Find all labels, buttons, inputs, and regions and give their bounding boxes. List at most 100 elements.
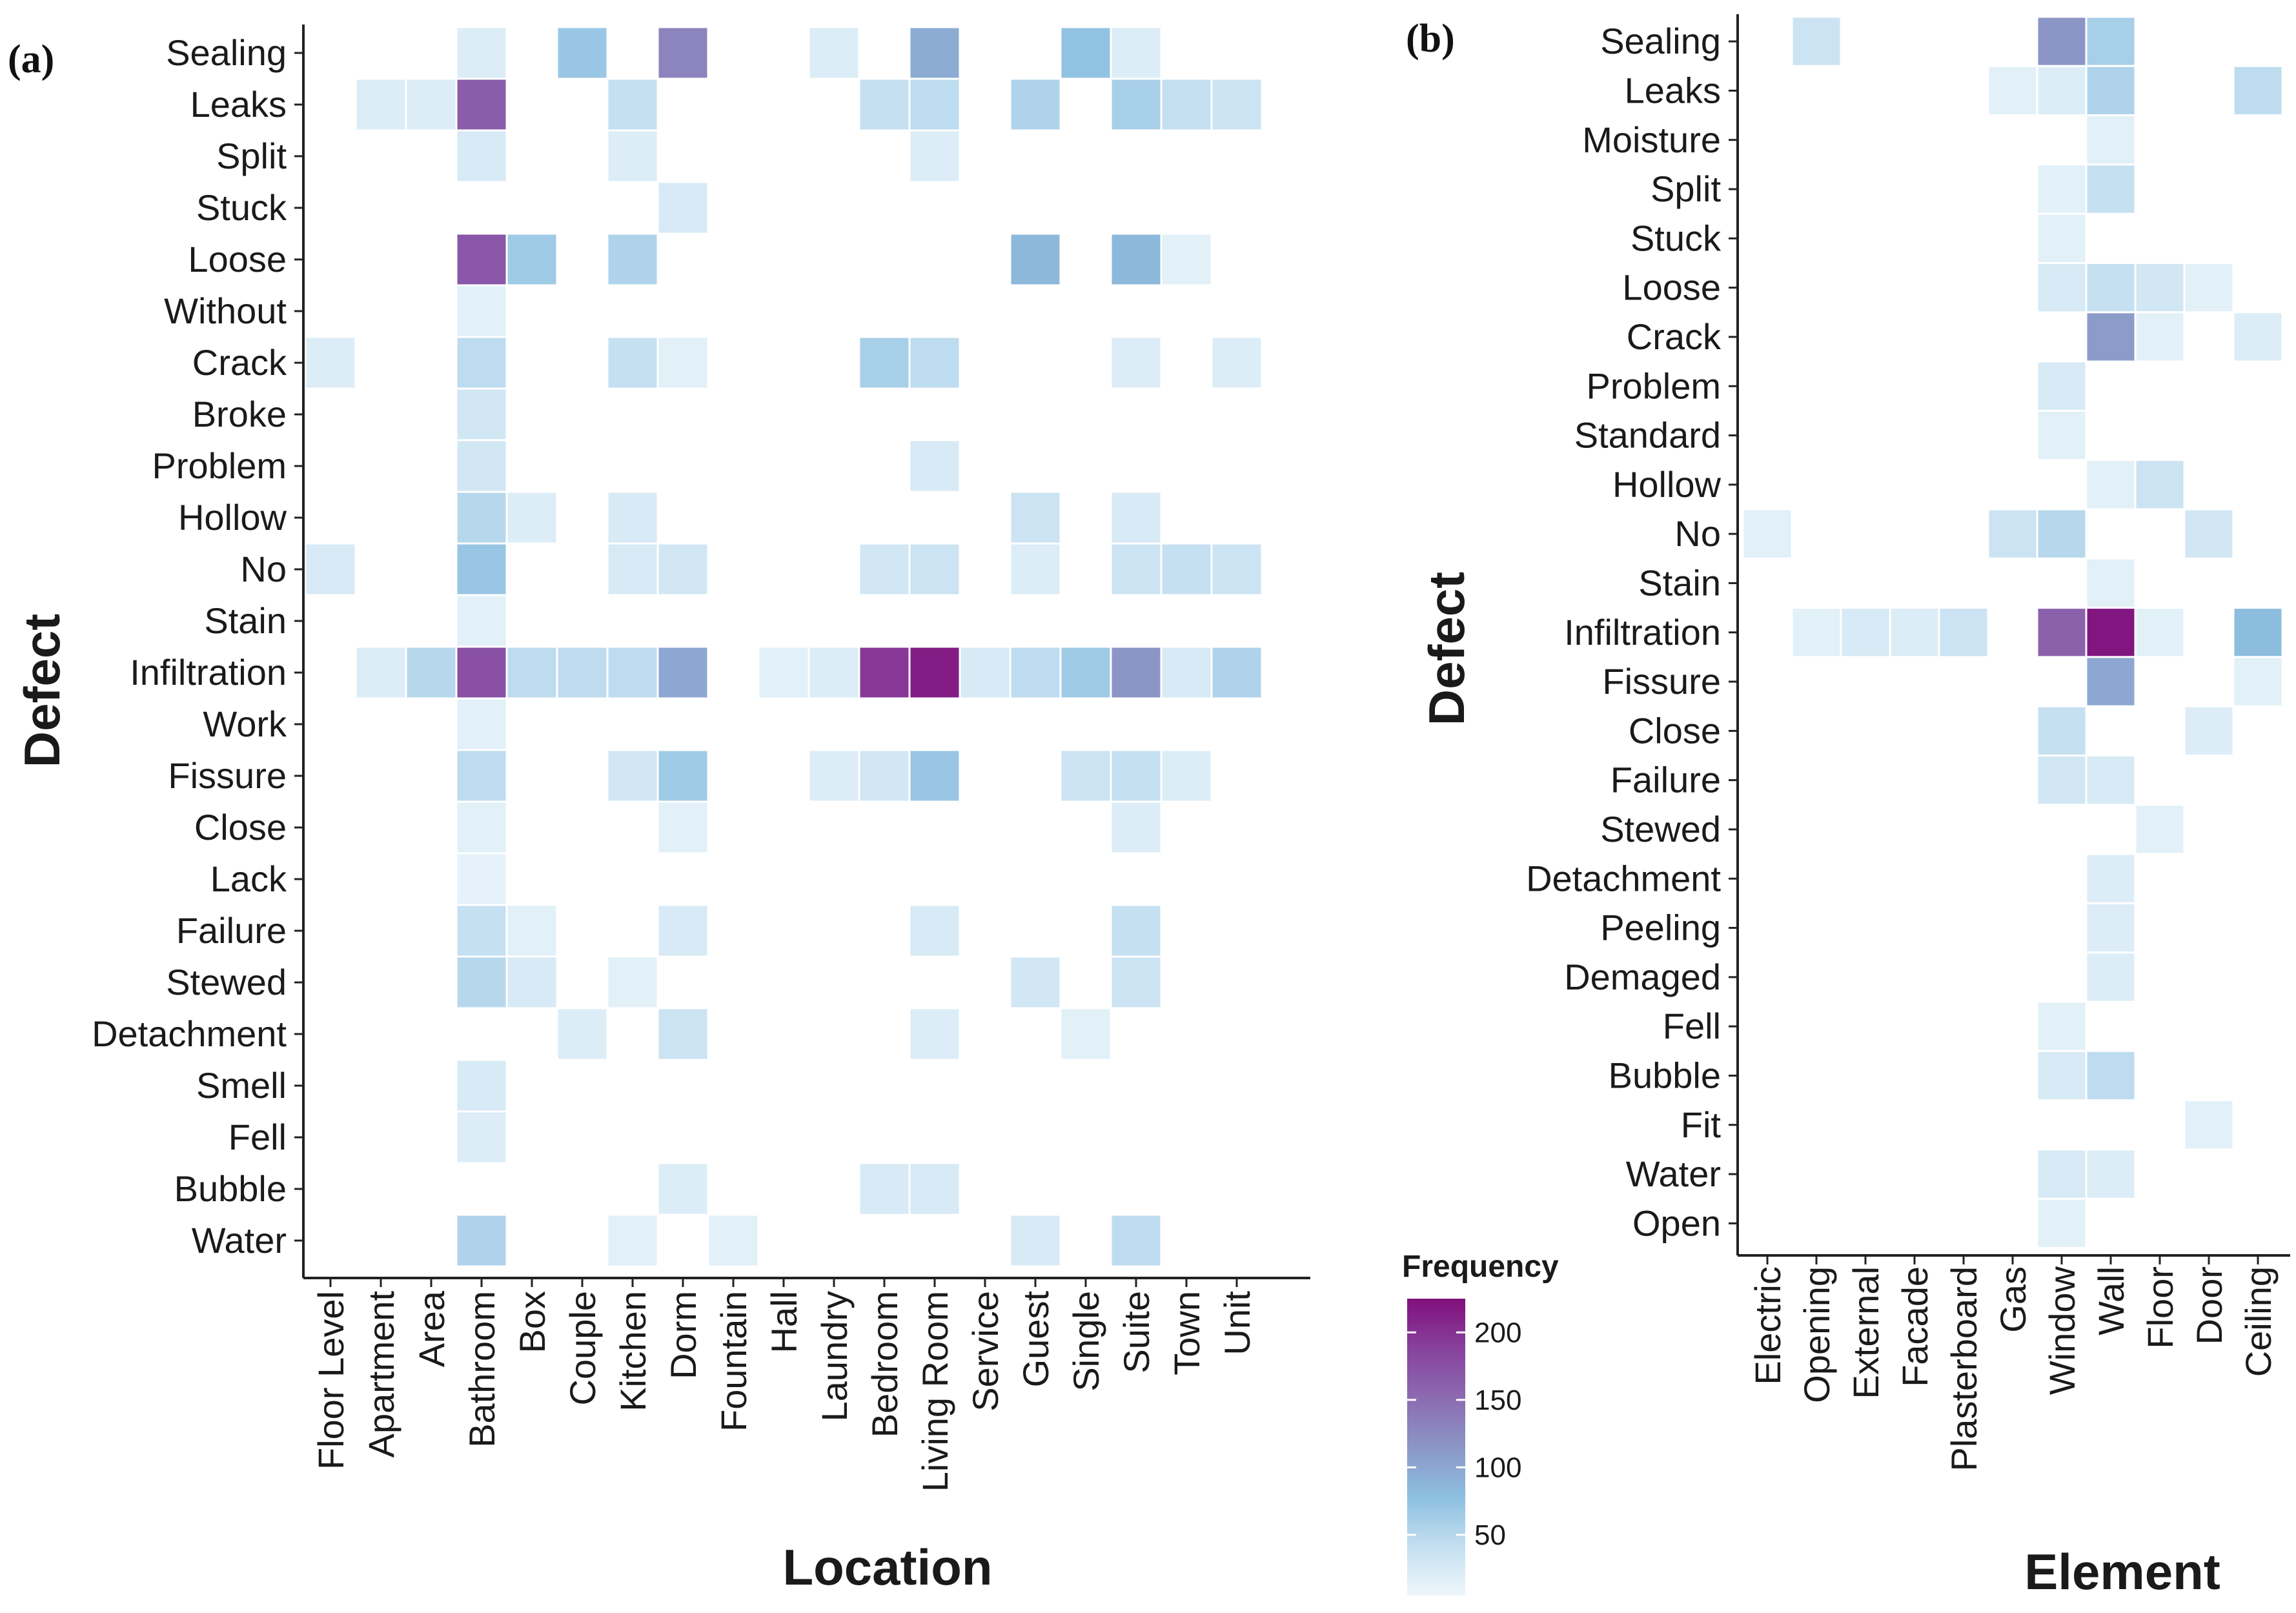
heatmap-cell-fell-window [2036,1000,2088,1052]
heatmap-cell-hollow-kitchen [606,491,659,545]
y-tick-label-stain: Stain [1638,562,1721,603]
panel-a-x-axis-title: Location [783,1539,993,1596]
heatmap-cell-crack-suite [1110,336,1163,390]
heatmap-cell-leaks-bedroom [858,77,911,132]
heatmap-cell-close-dorm [656,800,709,855]
heatmap-cell-infiltration-window [2036,607,2088,658]
heatmap-cell-fissure-dorm [656,749,709,803]
y-tick-label-stain: Stain [204,600,287,641]
heatmap-cell-infiltration-living-room [908,645,961,700]
heatmap-cell-fissure-single [1059,749,1112,803]
heatmap-cell-infiltration-dorm [656,645,709,700]
heatmap-cell-leaks-ceiling [2232,65,2284,117]
y-tick-label-leaks: Leaks [1625,70,1721,110]
heatmap-cell-infiltration-plasterboard [1938,607,1989,658]
panel-a-heatmap: (a) Sealing Leaks Split Stuck Loose Without Cr… [8,25,1310,1596]
heatmap-cell-failure-bathroom [455,904,508,958]
x-tick-label-unit: Unit [1217,1291,1257,1355]
heatmap-cell-broke-bathroom [455,387,508,441]
heatmap-cell-leaks-window [2036,65,2088,117]
heatmap-cell-leaks-bathroom [455,77,508,132]
panel-b-y-ticks: Sealing Leaks Moisture Split Stuck Loose Crack… [1526,21,1738,1243]
heatmap-cell-infiltration-box [505,645,558,700]
heatmap-cell-no-door [2183,508,2235,560]
heatmap-cell-fell-bathroom [455,1110,508,1164]
heatmap-cell-split-bathroom [455,129,508,183]
y-tick-label-failure: Failure [176,910,287,951]
x-tick-label-box: Box [512,1291,553,1354]
heatmap-cell-leaks-town [1160,77,1213,132]
heatmap-cell-problem-living-room [908,439,961,493]
heatmap-cell-crack-floor [2134,311,2186,363]
x-tick-label-door: Door [2189,1266,2230,1344]
heatmap-cell-failure-suite [1110,904,1163,958]
heatmap-cell-sealing-wall [2085,15,2137,67]
y-tick-label-no: No [240,549,287,589]
heatmap-cell-hollow-wall [2085,459,2137,511]
x-tick-label-ceiling: Ceiling [2238,1266,2279,1377]
heatmap-cell-failure-living-room [908,904,961,958]
y-tick-label-fell: Fell [1663,1006,1721,1046]
panel-a-y-ticks: Sealing Leaks Split Stuck Loose Without Crack B… [92,32,303,1261]
heatmap-cell-smell-bathroom [455,1059,508,1113]
heatmap-cell-fit-door [2183,1099,2235,1151]
legend-ticks: 50 100 150 200 [1407,1317,1521,1551]
heatmap-cell-loose-guest [1009,232,1062,287]
y-tick-label-bubble: Bubble [174,1168,287,1209]
heatmap-cell-loose-window [2036,262,2088,314]
heatmap-cell-leaks-gas [1987,65,2038,117]
x-tick-label-kitchen: Kitchen [613,1291,653,1412]
y-tick-label-fit: Fit [1681,1104,1722,1145]
heatmap-cell-stewed-guest [1009,955,1062,1009]
heatmap-cell-close-bathroom [455,800,508,855]
y-tick-label-sealing: Sealing [1600,21,1721,61]
heatmap-cell-crack-wall [2085,311,2137,363]
heatmap-cell-open-window [2036,1197,2088,1249]
heatmap-cell-infiltration-single [1059,645,1112,700]
heatmap-cell-fissure-laundry [808,749,860,803]
heatmap-cell-infiltration-town [1160,645,1213,700]
heatmap-cell-close-door [2183,705,2235,756]
x-tick-label-fountain: Fountain [713,1291,754,1432]
heatmap-cell-infiltration-floor [2134,607,2186,658]
heatmap-cell-leaks-kitchen [606,77,659,132]
x-tick-label-floor: Floor [2140,1266,2180,1349]
panel-a-x-ticks: Floor Level Apartment Area Bathroom Box Coupl… [310,1278,1257,1492]
y-tick-label-close: Close [1629,710,1721,751]
heatmap-cell-leaks-apartment [354,77,407,132]
heatmap-cell-no-bathroom [455,542,508,596]
heatmap-cell-infiltration-service [959,645,1011,700]
heatmap-cell-water-fountain [707,1213,760,1268]
y-tick-label-sealing: Sealing [166,32,287,73]
heatmap-cell-fissure-bedroom [858,749,911,803]
heatmap-cell-problem-window [2036,360,2088,412]
heatmap-cell-leaks-unit [1210,77,1263,132]
legend-title: Frequency [1402,1250,1559,1284]
x-tick-label-living-room: Living Room [915,1291,955,1492]
heatmap-cell-detachment-single [1059,1007,1112,1061]
heatmap-cell-crack-ceiling [2232,311,2284,363]
heatmap-cell-infiltration-couple [556,645,609,700]
heatmap-cell-no-floor-level [304,542,357,596]
heatmap-cell-standard-window [2036,409,2088,462]
y-tick-label-loose: Loose [188,239,287,279]
heatmap-cell-water-wall [2085,1148,2137,1200]
heatmap-cell-stewed-kitchen [606,955,659,1009]
heatmap-cell-water-guest [1009,1213,1062,1268]
heatmap-cell-detachment-wall [2085,853,2137,904]
legend-colorbar [1407,1299,1465,1596]
heatmap-cell-leaks-wall [2085,65,2137,117]
y-tick-label-demaged: Demaged [1564,957,1721,997]
y-tick-label-loose: Loose [1622,267,1721,308]
heatmap-cell-detachment-living-room [908,1007,961,1061]
y-tick-label-detachment: Detachment [92,1013,287,1054]
panel-b-cells [1742,15,2284,1249]
legend-tick-label-100: 100 [1474,1452,1521,1483]
heatmap-cell-infiltration-bedroom [858,645,911,700]
heatmap-cell-fissure-living-room [908,749,961,803]
y-tick-label-crack: Crack [192,342,287,383]
heatmap-cell-demaged-wall [2085,951,2137,1003]
y-tick-label-stewed: Stewed [166,962,287,1002]
heatmap-cell-water-bathroom [455,1213,508,1268]
